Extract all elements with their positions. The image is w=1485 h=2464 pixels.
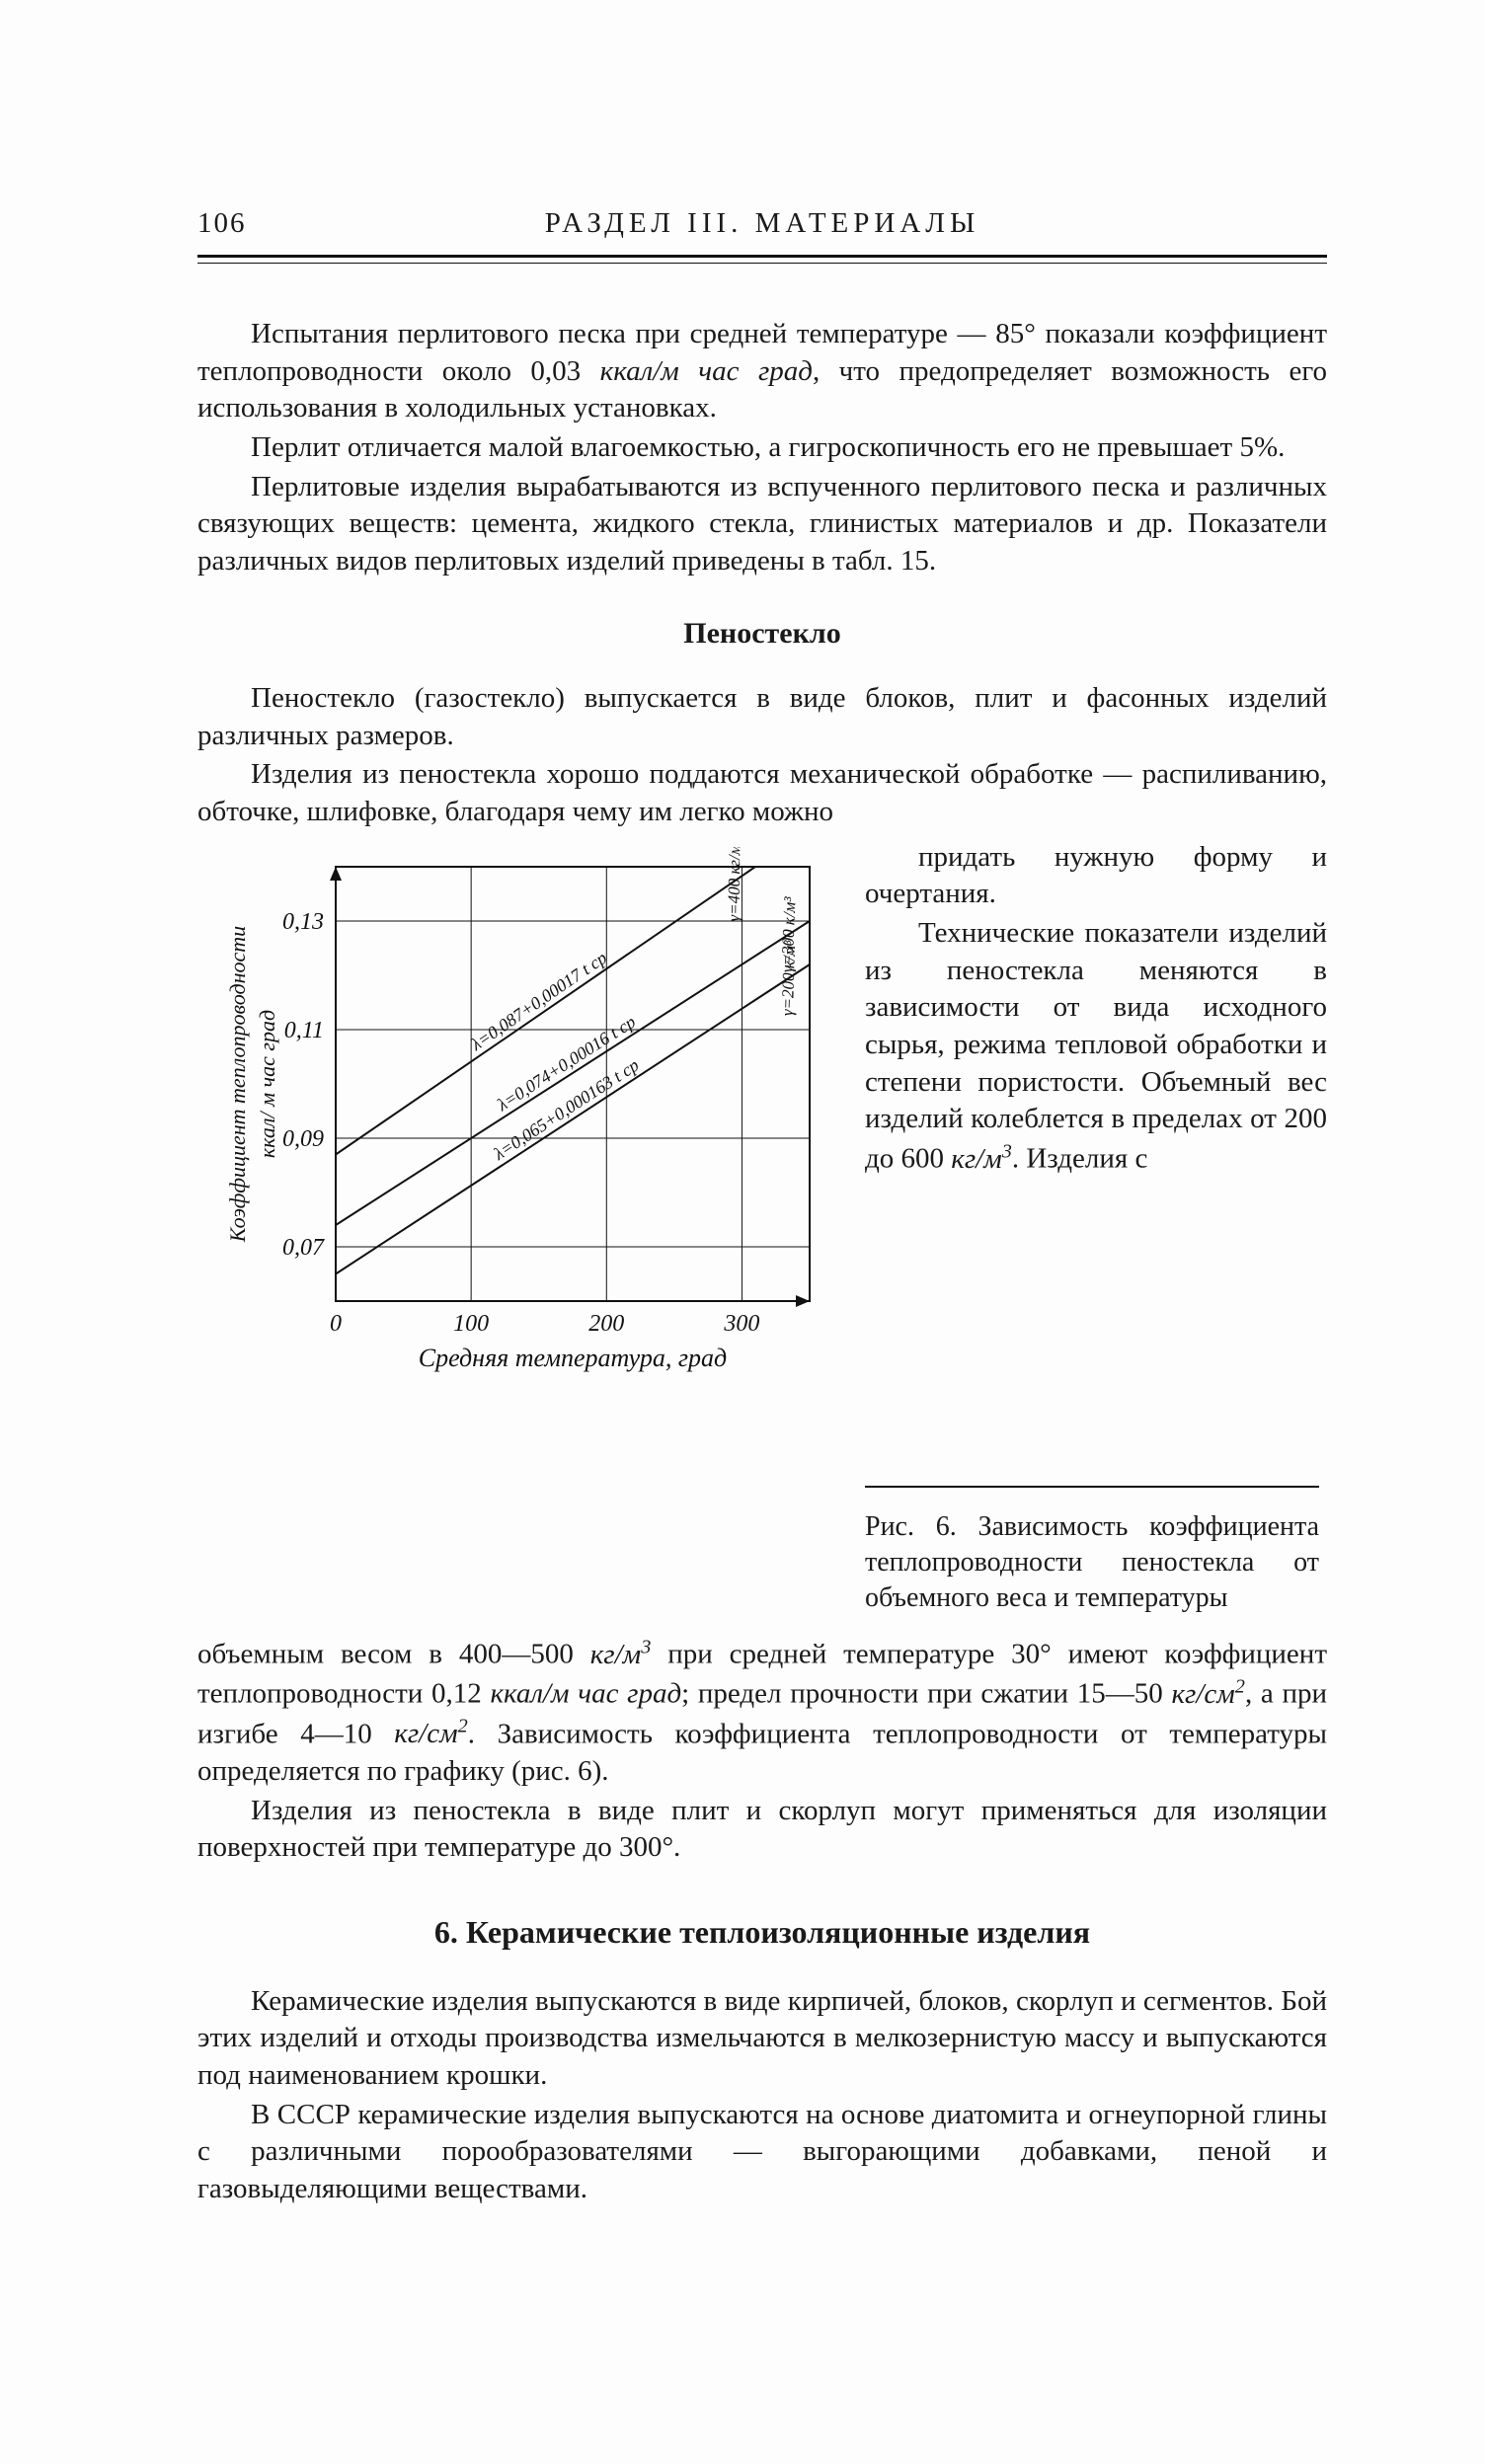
unit-italic: ккал/м час град — [490, 1678, 681, 1710]
svg-text:200: 200 — [588, 1311, 624, 1337]
text: ; предел прочности при сжатии 15—50 — [681, 1678, 1171, 1710]
figure-text-wrap: 0 100 200 300 0,07 0,09 0,11 0,13 Средняя темпер… — [197, 839, 1327, 1616]
figure-block: 0 100 200 300 0,07 0,09 0,11 0,13 Средняя темпер… — [197, 847, 829, 1400]
svg-text:γ=400 кг/м³: γ=400 кг/м³ — [725, 847, 744, 922]
paragraph: Изделия из пеностекла хорошо поддаются м… — [197, 756, 1327, 830]
text: кг/м — [951, 1143, 1001, 1175]
unit-italic: кг/м3 — [590, 1639, 652, 1670]
figure-caption-block: Рис. 6. Зависимость коэффициента теплопр… — [865, 1486, 1319, 1615]
svg-text:100: 100 — [453, 1311, 489, 1337]
svg-text:300: 300 — [723, 1311, 759, 1337]
subheading: Пеностекло — [197, 614, 1327, 653]
running-title: РАЗДЕЛ III. МАТЕРИАЛЫ — [197, 207, 1327, 240]
body-text: Испытания перлитового песка при средней … — [197, 316, 1327, 2210]
header-rule-thin — [197, 263, 1327, 264]
paragraph: Пеностекло (газостекло) выпускается в ви… — [197, 680, 1327, 754]
svg-text:Коэффициент теплопроводности: Коэффициент теплопроводности — [225, 925, 250, 1242]
caption-rule — [865, 1486, 1319, 1488]
paragraph: объемным весом в 400—500 кг/м3 при средн… — [197, 1634, 1327, 1791]
unit-italic: ккал/м час град — [600, 355, 813, 387]
text: Технические показатели изделий из пеност… — [865, 917, 1327, 1175]
paragraph: Изделия из пеностекла в виде плит и скор… — [197, 1793, 1327, 1867]
svg-text:Средняя температура, град: Средняя температура, град — [419, 1344, 727, 1372]
text: объемным весом в 400—500 — [197, 1639, 590, 1670]
page: 106 РАЗДЕЛ III. МАТЕРИАЛЫ Испытания перл… — [0, 0, 1485, 2464]
svg-text:0,07: 0,07 — [282, 1235, 325, 1261]
svg-text:γ=300 к/м³: γ=300 к/м³ — [777, 895, 799, 972]
paragraph: Керамические изделия выпускаются в виде … — [197, 1983, 1327, 2095]
svg-text:0: 0 — [330, 1311, 342, 1337]
figure-caption: Рис. 6. Зависимость коэффициента теплопр… — [865, 1509, 1319, 1615]
paragraph: В СССР керамические изделия выпускаются … — [197, 2097, 1327, 2208]
paragraph: Перлит отличается малой влагоемкостью, а… — [197, 429, 1327, 467]
text: . Изделия с — [1012, 1143, 1147, 1175]
unit-italic: кг/м3 — [951, 1143, 1012, 1175]
unit-italic: кг/см2 — [1171, 1678, 1244, 1710]
svg-text:0,13: 0,13 — [282, 909, 324, 935]
chart-svg: 0 100 200 300 0,07 0,09 0,11 0,13 Средняя темпер… — [197, 847, 829, 1400]
section-heading: 6. Керамические теплоизоляционные издели… — [197, 1912, 1327, 1954]
svg-text:ккал/ м час град: ккал/ м час град — [255, 1009, 279, 1157]
svg-text:0,11: 0,11 — [284, 1018, 324, 1043]
chart-thermal-conductivity: 0 100 200 300 0,07 0,09 0,11 0,13 Средняя темпер… — [197, 847, 829, 1400]
paragraph: Перлитовые изделия вырабатываются из всп… — [197, 469, 1327, 580]
text: кг/м — [590, 1639, 641, 1670]
text: кг/см — [394, 1718, 457, 1749]
text: кг/см — [1171, 1678, 1234, 1710]
unit-italic: кг/см2 — [394, 1718, 467, 1749]
svg-text:0,09: 0,09 — [282, 1126, 324, 1152]
header-rule-thick — [197, 255, 1327, 258]
paragraph: Испытания перлитового песка при средней … — [197, 316, 1327, 427]
